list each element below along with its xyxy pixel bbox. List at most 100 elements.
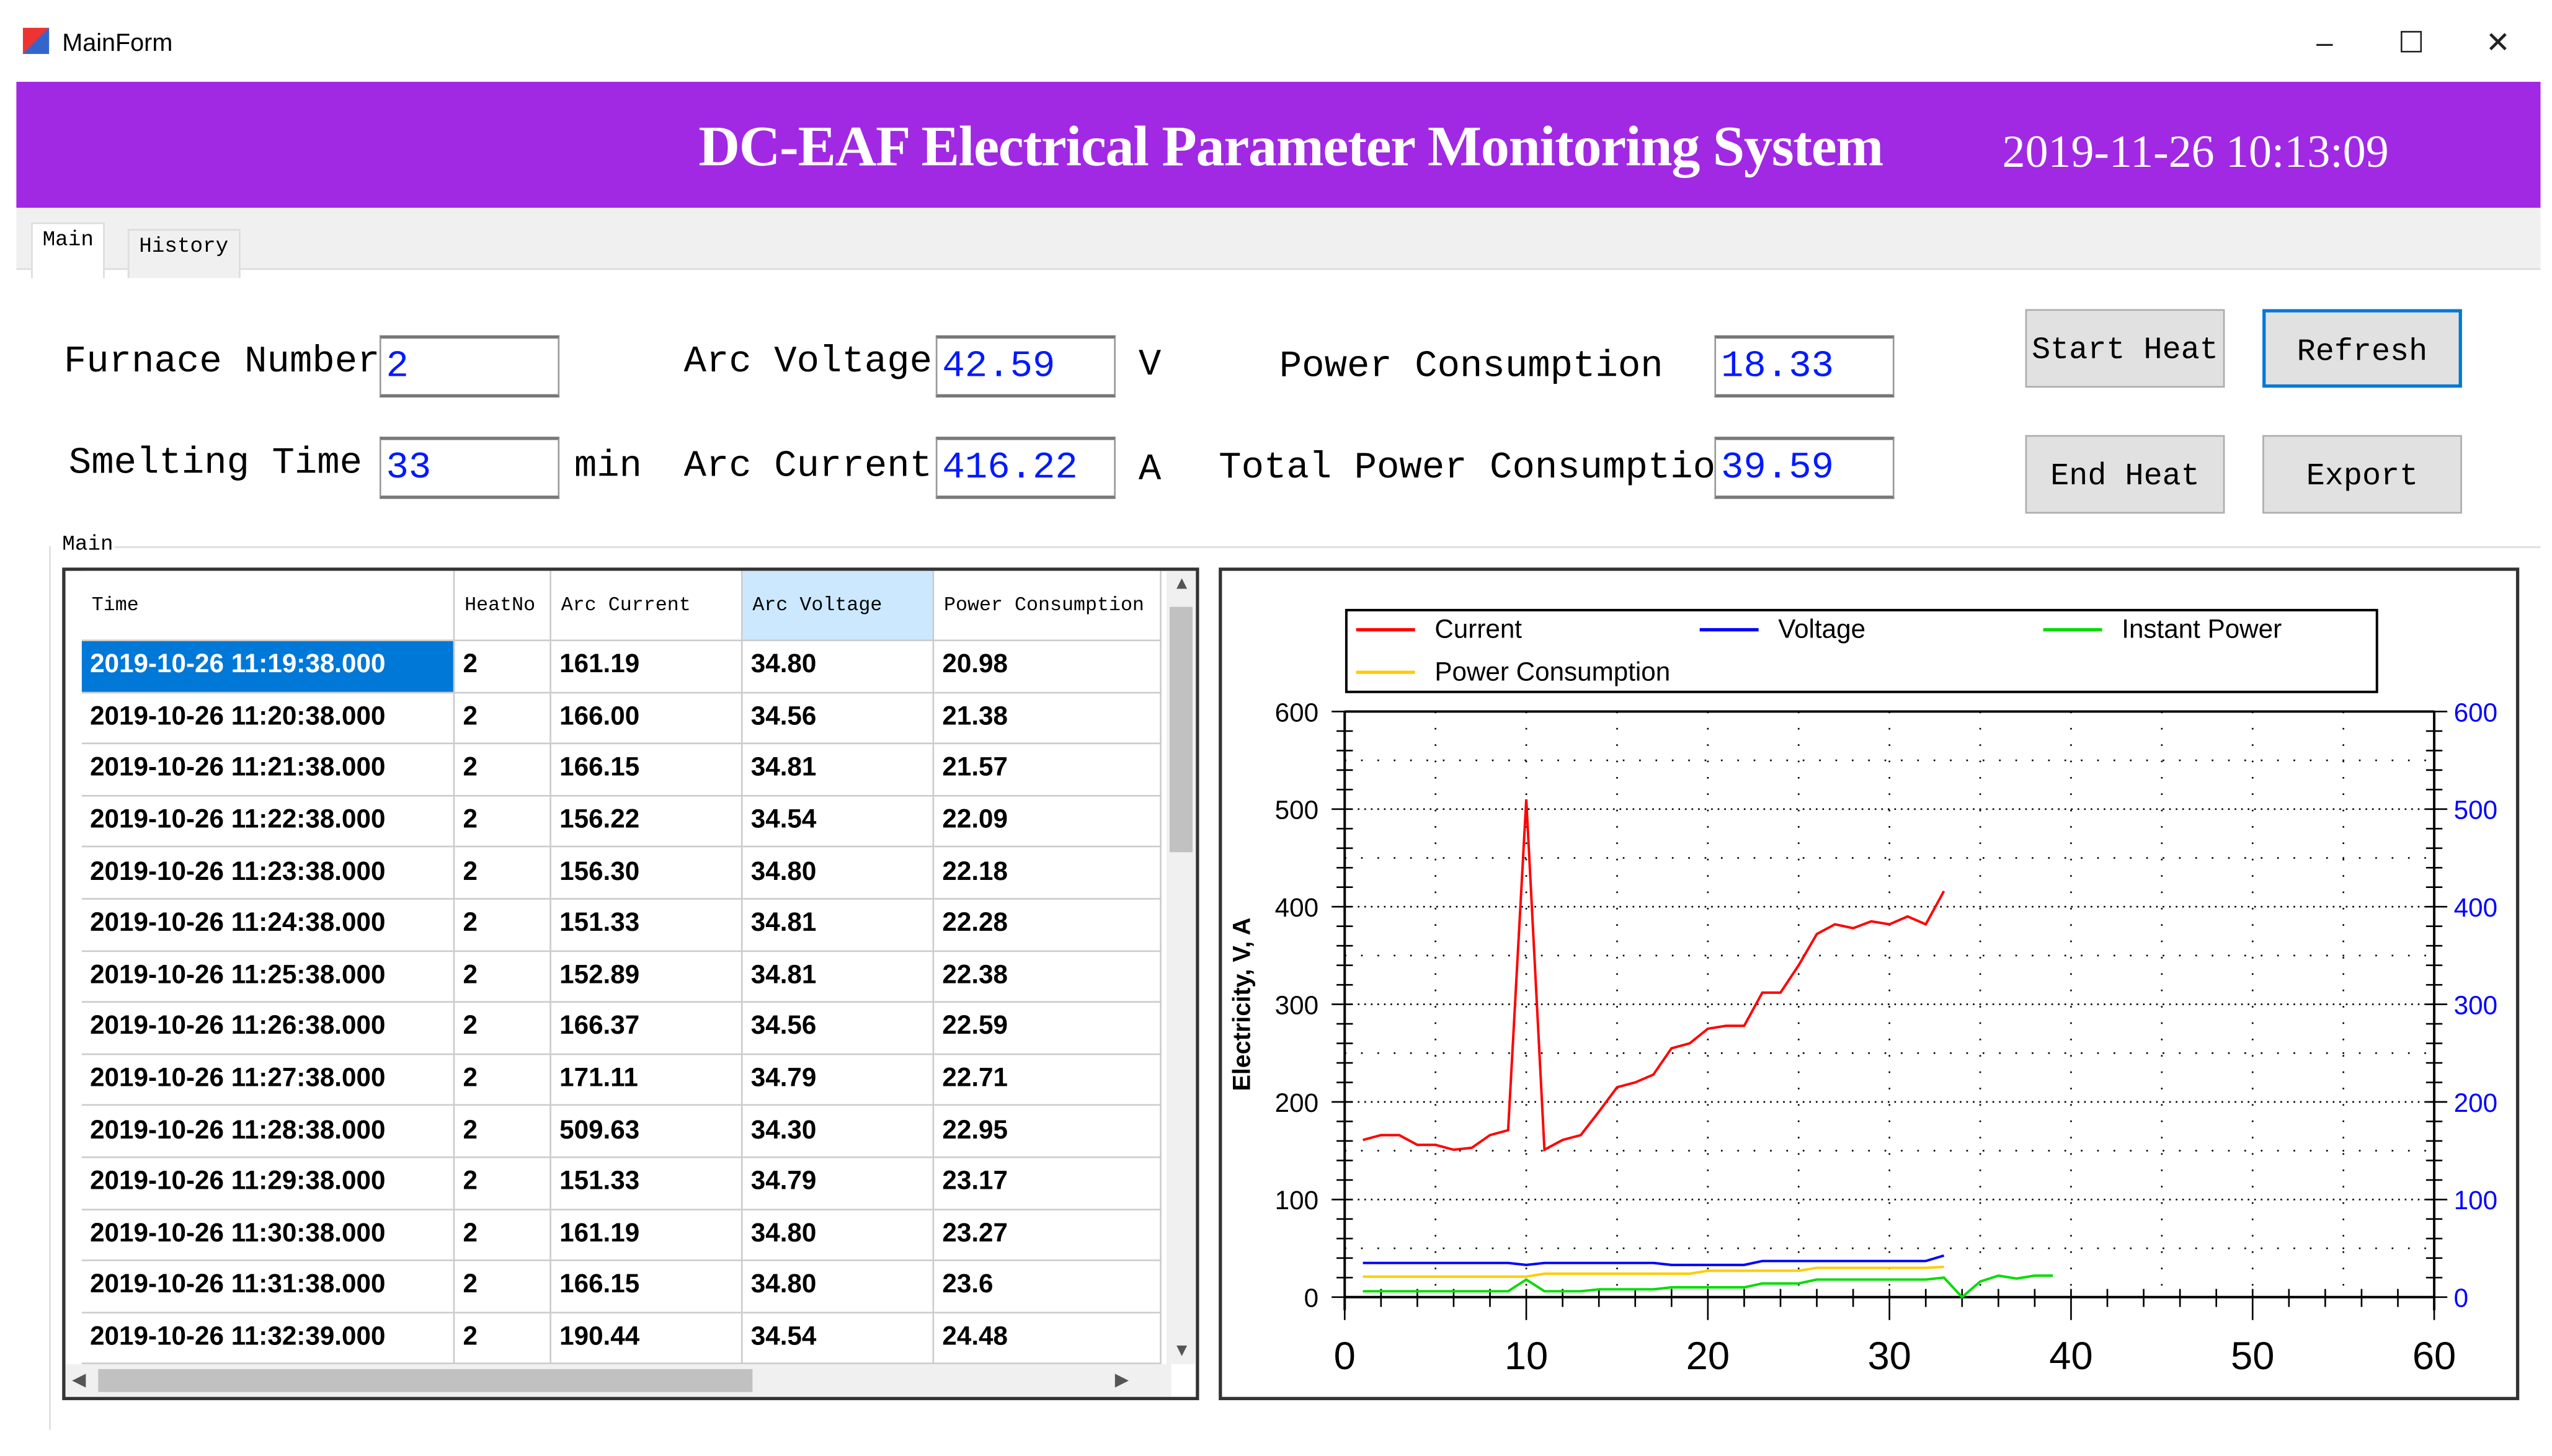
table-cell[interactable]: 22.28: [933, 899, 1162, 952]
table-cell[interactable]: 2: [453, 899, 551, 952]
table-cell[interactable]: 2019-10-26 11:28:38.000: [81, 1105, 455, 1158]
table-cell[interactable]: 34.56: [742, 692, 935, 745]
maximize-button[interactable]: ☐: [2398, 26, 2425, 59]
table-cell[interactable]: 166.15: [550, 1260, 743, 1313]
table-cell[interactable]: 21.57: [933, 744, 1162, 797]
table-cell[interactable]: 151.33: [550, 899, 743, 952]
scroll-up-icon[interactable]: ▲: [1173, 574, 1191, 594]
table-cell[interactable]: 34.79: [742, 1054, 935, 1107]
total-power-consumption-input[interactable]: 39.59: [1714, 437, 1895, 499]
table-cell[interactable]: 23.17: [933, 1157, 1162, 1210]
table-cell[interactable]: 34.80: [742, 1209, 935, 1262]
table-row[interactable]: 2019-10-26 11:20:38.000 2 166.00 34.56 21.38: [81, 692, 1162, 745]
table-cell[interactable]: 34.81: [742, 744, 935, 797]
table-cell[interactable]: 20.98: [933, 640, 1162, 693]
table-row[interactable]: 2019-10-26 11:27:38.000 2 171.11 34.79 22.71: [81, 1054, 1162, 1107]
table-cell[interactable]: 166.37: [550, 1002, 743, 1055]
table-cell[interactable]: 34.81: [742, 899, 935, 952]
table-cell[interactable]: 2: [453, 1054, 551, 1107]
table-row[interactable]: 2019-10-26 11:24:38.000 2 151.33 34.81 22.28: [81, 899, 1162, 952]
table-row[interactable]: 2019-10-26 11:32:39.000 2 190.44 34.54 24.48: [81, 1312, 1162, 1365]
table-row[interactable]: 2019-10-26 11:29:38.000 2 151.33 34.79 23.17: [81, 1157, 1162, 1210]
table-cell[interactable]: 152.89: [550, 950, 743, 1003]
table-row[interactable]: 2019-10-26 11:19:38.000 2 161.19 34.80 20.98: [81, 640, 1162, 693]
vertical-scrollbar[interactable]: ▲ ▼: [1166, 570, 1196, 1364]
tab-history[interactable]: History: [127, 229, 240, 278]
table-cell[interactable]: 2: [453, 950, 551, 1003]
table-cell[interactable]: 23.27: [933, 1209, 1162, 1262]
table-cell[interactable]: 2: [453, 744, 551, 797]
table-cell[interactable]: 2019-10-26 11:26:38.000: [81, 1002, 455, 1055]
table-cell[interactable]: 24.48: [933, 1312, 1162, 1365]
table-cell[interactable]: 156.22: [550, 795, 743, 848]
table-cell[interactable]: 2: [453, 1260, 551, 1313]
table-cell[interactable]: 2019-10-26 11:27:38.000: [81, 1054, 455, 1107]
table-cell[interactable]: 509.63: [550, 1105, 743, 1158]
table-cell[interactable]: 2019-10-26 11:22:38.000: [81, 795, 455, 848]
table-cell[interactable]: 151.33: [550, 1157, 743, 1210]
table-cell[interactable]: 2019-10-26 11:25:38.000: [81, 950, 455, 1003]
minimize-button[interactable]: –: [2316, 26, 2333, 59]
table-cell[interactable]: 2019-10-26 11:20:38.000: [81, 692, 455, 745]
data-grid[interactable]: Time HeatNo Arc Current Arc Voltage Powe…: [62, 567, 1199, 1400]
table-cell[interactable]: 34.79: [742, 1157, 935, 1210]
table-cell[interactable]: 171.11: [550, 1054, 743, 1107]
table-cell[interactable]: 161.19: [550, 640, 743, 693]
scroll-down-icon[interactable]: ▼: [1173, 1341, 1191, 1361]
table-cell[interactable]: 2: [453, 1209, 551, 1262]
table-cell[interactable]: 2019-10-26 11:21:38.000: [81, 744, 455, 797]
column-header-power-consumption[interactable]: Power Consumption: [933, 570, 1162, 642]
table-cell[interactable]: 22.18: [933, 847, 1162, 900]
table-cell[interactable]: 34.80: [742, 1260, 935, 1313]
table-cell[interactable]: 34.54: [742, 795, 935, 848]
column-header-arc-current[interactable]: Arc Current: [550, 570, 743, 642]
arc-current-input[interactable]: 416.22: [935, 437, 1116, 499]
table-cell[interactable]: 161.19: [550, 1209, 743, 1262]
export-button[interactable]: Export: [2262, 435, 2462, 514]
table-cell[interactable]: 22.95: [933, 1105, 1162, 1158]
table-cell[interactable]: 2019-10-26 11:30:38.000: [81, 1209, 455, 1262]
column-header-time[interactable]: Time: [81, 570, 455, 642]
scroll-right-icon[interactable]: ▶: [1114, 1370, 1129, 1391]
table-row[interactable]: 2019-10-26 11:25:38.000 2 152.89 34.81 22.38: [81, 950, 1162, 1003]
table-row[interactable]: 2019-10-26 11:28:38.000 2 509.63 34.30 22.95: [81, 1105, 1162, 1158]
column-header-arc-voltage[interactable]: Arc Voltage: [742, 570, 935, 642]
horizontal-scrollbar[interactable]: ◀ ▶: [65, 1364, 1172, 1397]
table-cell[interactable]: 2: [453, 1157, 551, 1210]
table-cell[interactable]: 34.30: [742, 1105, 935, 1158]
table-cell[interactable]: 166.15: [550, 744, 743, 797]
start-heat-button[interactable]: Start Heat: [2025, 309, 2225, 388]
table-cell[interactable]: 34.81: [742, 950, 935, 1003]
furnace-number-input[interactable]: 2: [379, 335, 560, 397]
table-cell[interactable]: 34.80: [742, 640, 935, 693]
refresh-button[interactable]: Refresh: [2262, 309, 2462, 388]
table-row[interactable]: 2019-10-26 11:26:38.000 2 166.37 34.56 22.59: [81, 1002, 1162, 1055]
table-row[interactable]: 2019-10-26 11:23:38.000 2 156.30 34.80 22.18: [81, 847, 1162, 900]
horizontal-scroll-thumb[interactable]: [98, 1369, 753, 1392]
table-cell[interactable]: 2: [453, 847, 551, 900]
end-heat-button[interactable]: End Heat: [2025, 435, 2225, 514]
table-cell[interactable]: 2: [453, 1105, 551, 1158]
column-header-heatno[interactable]: HeatNo: [453, 570, 551, 642]
table-cell[interactable]: 2019-10-26 11:23:38.000: [81, 847, 455, 900]
table-cell[interactable]: 22.09: [933, 795, 1162, 848]
smelting-time-input[interactable]: 33: [379, 437, 560, 499]
table-cell[interactable]: 2019-10-26 11:32:39.000: [81, 1312, 455, 1365]
tab-main[interactable]: Main: [31, 222, 105, 278]
table-row[interactable]: 2019-10-26 11:21:38.000 2 166.15 34.81 21.57: [81, 744, 1162, 797]
table-cell[interactable]: 34.56: [742, 1002, 935, 1055]
power-consumption-input[interactable]: 18.33: [1714, 335, 1895, 397]
scroll-left-icon[interactable]: ◀: [72, 1370, 86, 1391]
table-cell[interactable]: 166.00: [550, 692, 743, 745]
table-row[interactable]: 2019-10-26 11:31:38.000 2 166.15 34.80 23.6: [81, 1260, 1162, 1313]
table-cell[interactable]: 22.71: [933, 1054, 1162, 1107]
table-cell[interactable]: 34.80: [742, 847, 935, 900]
table-row[interactable]: 2019-10-26 11:30:38.000 2 161.19 34.80 23.27: [81, 1209, 1162, 1262]
table-cell[interactable]: 2: [453, 795, 551, 848]
table-cell[interactable]: 156.30: [550, 847, 743, 900]
table-cell[interactable]: 2: [453, 1312, 551, 1365]
table-cell[interactable]: 2019-10-26 11:19:38.000: [81, 640, 455, 693]
table-cell[interactable]: 23.6: [933, 1260, 1162, 1313]
vertical-scroll-thumb[interactable]: [1170, 606, 1193, 853]
table-cell[interactable]: 2: [453, 692, 551, 745]
